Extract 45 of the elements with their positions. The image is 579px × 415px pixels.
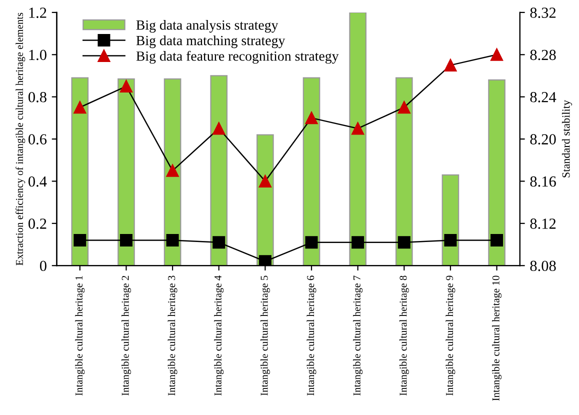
point xyxy=(444,58,457,72)
y2-tick-label: 8.32 xyxy=(530,8,556,18)
y2-tick-label: 8.20 xyxy=(530,134,556,145)
x-tick-label: Intangible cultural heritage 7 xyxy=(353,276,363,396)
x-tick-label: Intangible cultural heritage 8 xyxy=(399,276,409,396)
y-axis-title: Extraction efficiency of intangible cultural heritage elements xyxy=(16,12,26,266)
legend-label: Big data feature recognition strategy xyxy=(136,50,339,64)
bar xyxy=(395,77,413,266)
bar xyxy=(118,78,135,266)
y-tick-label: 1.0 xyxy=(29,50,46,60)
bar xyxy=(349,12,366,266)
x-tick-label: Intangible cultural heritage 10 xyxy=(492,276,502,401)
y2-tick-label: 8.12 xyxy=(530,218,556,229)
x-tick-label: Intangible cultural heritage 3 xyxy=(168,276,178,396)
y2-tick-label: 8.28 xyxy=(530,50,556,60)
point xyxy=(398,101,410,114)
x-tick-label: Intangible cultural heritage 1 xyxy=(75,276,85,396)
point xyxy=(74,101,86,114)
x-tick-label: Intangible cultural heritage 2 xyxy=(121,276,131,396)
point xyxy=(305,112,318,124)
y2-tick-label: 8.16 xyxy=(530,176,556,187)
x-tick-label: Intangible cultural heritage 9 xyxy=(446,276,456,396)
point xyxy=(352,122,364,135)
x-tick-label: Intangible cultural heritage 5 xyxy=(260,276,270,396)
y2-tick-label: 8.24 xyxy=(530,92,556,102)
y-tick-label: 1.2 xyxy=(29,8,46,18)
x-tick-label: Intangible cultural heritage 4 xyxy=(214,275,224,396)
point xyxy=(490,48,504,61)
x-tick-label: Intangible cultural heritage 6 xyxy=(306,276,316,396)
bar xyxy=(210,75,228,266)
y2-axis-title: Standard stability xyxy=(562,100,572,178)
legend-label: Big data matching strategy xyxy=(136,35,286,48)
legend-label: Big data analysis strategy xyxy=(136,20,278,33)
y-tick-label: 0.8 xyxy=(28,92,46,102)
y-tick-label: 0.2 xyxy=(28,218,46,229)
y-tick-label: 0.6 xyxy=(28,134,47,145)
y-tick-label: 0 xyxy=(40,260,46,272)
point xyxy=(212,122,226,135)
bar xyxy=(302,77,320,266)
y2-tick-label: 8.08 xyxy=(530,260,556,272)
point xyxy=(166,164,179,177)
y-tick-label: 0.4 xyxy=(28,176,47,187)
point xyxy=(258,174,272,188)
bar xyxy=(488,79,506,266)
point xyxy=(120,80,132,93)
